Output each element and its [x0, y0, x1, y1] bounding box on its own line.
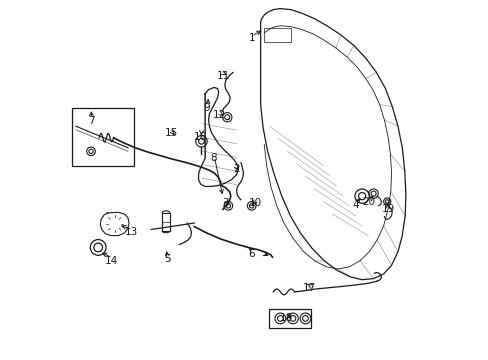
Text: 2: 2 [233, 164, 240, 174]
Text: 12: 12 [212, 111, 225, 121]
Bar [162, 213, 169, 231]
Text: 20: 20 [362, 197, 375, 207]
Text: 14: 14 [105, 256, 118, 266]
Text: 10: 10 [248, 198, 261, 208]
Text: 8: 8 [210, 153, 217, 163]
Text: 6: 6 [248, 248, 254, 258]
Text: 5: 5 [164, 254, 170, 264]
Text: 3: 3 [222, 198, 229, 208]
Text: 18: 18 [280, 313, 293, 323]
Bar [72, 108, 134, 166]
Text: 15: 15 [164, 129, 177, 138]
Text: 1: 1 [248, 33, 254, 43]
Text: 9: 9 [203, 103, 210, 113]
Text: 16: 16 [194, 132, 207, 142]
Bar [268, 309, 310, 328]
Text: 19: 19 [381, 204, 394, 214]
Text: 4: 4 [352, 200, 358, 210]
Text: 13: 13 [124, 227, 138, 237]
Bar [264, 28, 290, 42]
Text: 17: 17 [302, 283, 315, 293]
Text: 11: 11 [216, 71, 229, 81]
Text: 7: 7 [88, 116, 95, 126]
